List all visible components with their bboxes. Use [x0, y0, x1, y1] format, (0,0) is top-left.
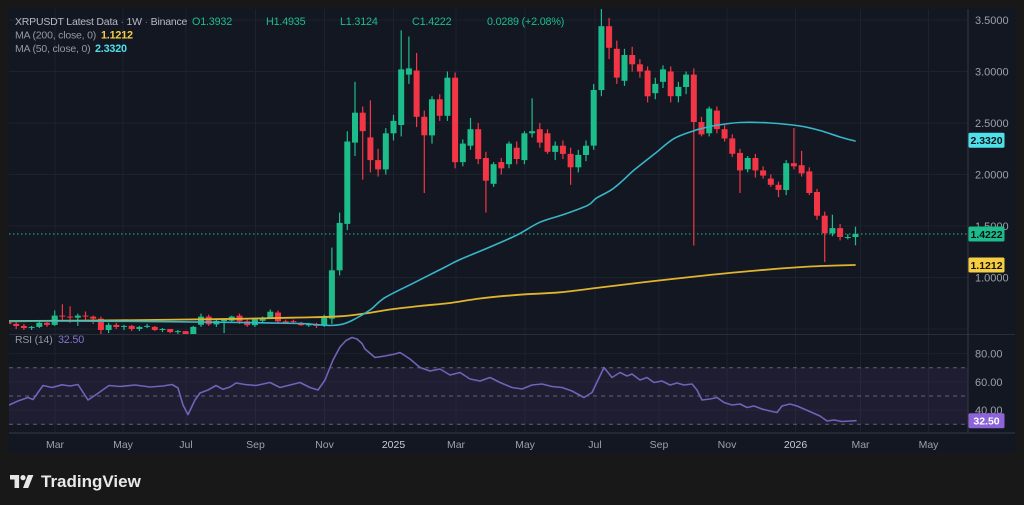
- svg-text:O1.3932: O1.3932: [192, 16, 232, 28]
- svg-text:L1.3124: L1.3124: [340, 16, 378, 28]
- svg-text:32.50: 32.50: [973, 416, 999, 428]
- svg-text:Nov: Nov: [718, 439, 737, 451]
- svg-text:Jul: Jul: [588, 439, 601, 451]
- svg-text:2025: 2025: [382, 439, 406, 451]
- svg-text:MA (200, close, 0): MA (200, close, 0): [15, 30, 96, 42]
- svg-text:May: May: [515, 439, 536, 451]
- svg-text:2.0000: 2.0000: [975, 170, 1009, 182]
- svg-text:XRPUSDT Latest Data · 1W · Bin: XRPUSDT Latest Data · 1W · Binance: [15, 16, 188, 28]
- svg-text:1.1212: 1.1212: [101, 30, 133, 42]
- svg-text:TradingView: TradingView: [41, 472, 142, 491]
- svg-text:1.0000: 1.0000: [975, 273, 1009, 285]
- svg-text:C1.4222: C1.4222: [412, 16, 452, 28]
- svg-text:Sep: Sep: [650, 439, 669, 451]
- svg-text:Mar: Mar: [447, 439, 466, 451]
- svg-text:Jul: Jul: [179, 439, 192, 451]
- svg-text:Nov: Nov: [315, 439, 334, 451]
- svg-text:3.5000: 3.5000: [975, 15, 1009, 27]
- svg-text:1.4222: 1.4222: [970, 229, 1002, 241]
- svg-text:0.0289 (+2.08%): 0.0289 (+2.08%): [487, 16, 564, 28]
- svg-text:3.0000: 3.0000: [975, 67, 1009, 79]
- svg-text:Mar: Mar: [851, 439, 870, 451]
- svg-text:80.00: 80.00: [975, 349, 1003, 361]
- svg-text:H1.4935: H1.4935: [266, 16, 306, 28]
- svg-text:2.3320: 2.3320: [95, 43, 127, 55]
- svg-text:May: May: [919, 439, 940, 451]
- svg-text:32.50: 32.50: [58, 334, 84, 346]
- svg-text:60.00: 60.00: [975, 377, 1003, 389]
- svg-text:May: May: [113, 439, 134, 451]
- svg-text:MA (50, close, 0): MA (50, close, 0): [15, 43, 90, 55]
- svg-text:2.3320: 2.3320: [970, 135, 1002, 147]
- svg-text:2.5000: 2.5000: [975, 118, 1009, 130]
- svg-text:2026: 2026: [784, 439, 808, 451]
- svg-text:Mar: Mar: [46, 439, 65, 451]
- svg-text:RSI (14): RSI (14): [15, 334, 53, 346]
- svg-text:Sep: Sep: [246, 439, 265, 451]
- svg-text:1.1212: 1.1212: [970, 260, 1002, 272]
